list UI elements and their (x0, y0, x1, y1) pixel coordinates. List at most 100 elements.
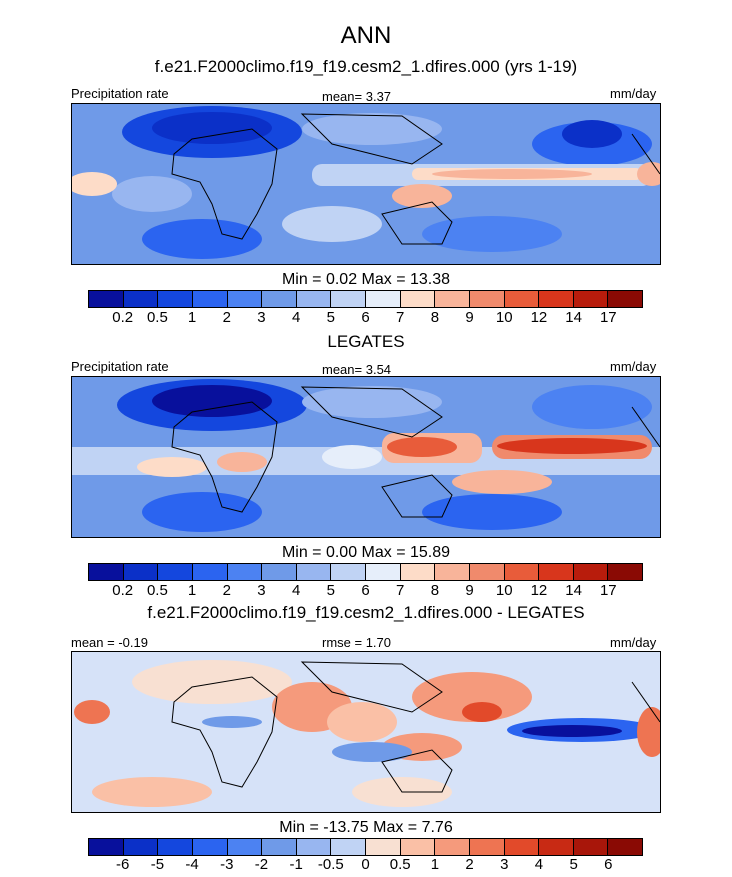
colorbar-swatch (296, 564, 332, 580)
colorbar-swatch (608, 564, 642, 580)
colorbar-tick-label: -3 (220, 856, 234, 873)
panel3-colorbar (88, 838, 643, 856)
panel1-minmax: Min = 0.02 Max = 13.38 (281, 271, 451, 288)
colorbar-tick-label: 3 (257, 582, 266, 599)
colorbar-tick-label: -4 (185, 856, 199, 873)
colorbar-tick-label: 14 (565, 309, 582, 326)
colorbar-swatch (400, 564, 436, 580)
colorbar-swatch (573, 564, 609, 580)
panel2-units-label: mm/day (610, 359, 657, 374)
colorbar-tick-label: 17 (599, 582, 617, 599)
colorbar-swatch (227, 564, 263, 580)
panel2-colorbar-ticks: 0.2 0.5 1 2 3 4 5 6 7 8 9 10 12 14 17 (88, 582, 643, 602)
panel1-colorbar-ticks: 0.2 0.5 1 2 3 4 5 6 7 8 9 10 12 14 17 (88, 309, 643, 329)
panel3-mean-label: mean = -0.19 (71, 635, 148, 650)
colorbar-swatch (262, 564, 297, 580)
colorbar-tick-label: 1 (430, 856, 440, 873)
colorbar-tick-label: 17 (599, 309, 617, 326)
colorbar-tick-label: 3 (257, 309, 266, 326)
colorbar-tick-label: 12 (530, 582, 548, 599)
colorbar-swatch (123, 839, 159, 855)
colorbar-tick-label: 14 (565, 582, 582, 599)
colorbar-swatch (469, 839, 505, 855)
colorbar-swatch (608, 839, 642, 855)
panel2-variable-label: Precipitation rate (71, 359, 169, 374)
colorbar-swatch (504, 291, 540, 307)
colorbar-swatch (504, 564, 540, 580)
panel2-mean-label: mean= 3.54 (322, 362, 392, 377)
colorbar-tick-label: 0.5 (389, 856, 411, 873)
colorbar-tick-label: 0.2 (112, 309, 134, 326)
panel3-units-label: mm/day (610, 635, 657, 650)
colorbar-swatch (331, 839, 366, 855)
colorbar-tick-label: 4 (291, 582, 301, 599)
colorbar-swatch (400, 839, 436, 855)
colorbar-tick-label: 8 (430, 582, 440, 599)
colorbar-swatch (89, 839, 124, 855)
diff-title: f.e21.F2000climo.f19_f19.cesm2_1.dfires.… (147, 603, 585, 622)
colorbar-tick-label: 5 (326, 309, 335, 326)
colorbar-swatch (366, 839, 401, 855)
colorbar-tick-label: 7 (396, 309, 405, 326)
colorbar-tick-label: 3 (500, 856, 509, 873)
colorbar-tick-label: 5 (326, 582, 335, 599)
colorbar-swatch (539, 839, 574, 855)
colorbar-swatch (331, 291, 366, 307)
colorbar-swatch (296, 291, 332, 307)
colorbar-swatch (504, 839, 540, 855)
colorbar-swatch (539, 291, 574, 307)
colorbar-tick-label: 2 (222, 309, 231, 326)
colorbar-tick-label: 6 (361, 582, 370, 599)
colorbar-tick-label: 0.2 (112, 582, 134, 599)
colorbar-tick-label: 9 (465, 582, 474, 599)
colorbar-tick-label: 2 (222, 582, 231, 599)
colorbar-tick-label: 6 (604, 856, 613, 873)
colorbar-swatch (227, 839, 263, 855)
panel1-mean-label: mean= 3.37 (322, 89, 392, 104)
colorbar-swatch (192, 839, 228, 855)
colorbar-tick-label: 7 (396, 582, 405, 599)
colorbar-swatch (262, 839, 297, 855)
colorbar-tick-label: 9 (465, 309, 474, 326)
colorbar-swatch (158, 839, 193, 855)
colorbar-tick-label: 0.5 (146, 582, 168, 599)
colorbar-swatch (469, 564, 505, 580)
colorbar-tick-label: 8 (430, 309, 440, 326)
colorbar-tick-label: 10 (495, 582, 513, 599)
panel3-rmse-label: rmse = 1.70 (322, 635, 392, 650)
panel2-minmax: Min = 0.00 Max = 15.89 (281, 544, 451, 561)
colorbar-swatch (573, 839, 609, 855)
colorbar-tick-label: 2 (465, 856, 474, 873)
figure-title: ANN (340, 22, 392, 49)
colorbar-swatch (227, 291, 263, 307)
panel3-colorbar-ticks: -6 -5 -4 -3 -2 -1 -0.5 0 0.5 1 2 3 4 5 6 (88, 856, 643, 876)
colorbar-tick-label: -1 (289, 856, 303, 873)
panel3-map (71, 651, 661, 813)
colorbar-swatch (296, 839, 332, 855)
colorbar-swatch (400, 291, 436, 307)
colorbar-swatch (435, 839, 470, 855)
colorbar-tick-label: -2 (254, 856, 269, 873)
colorbar-tick-label: 4 (534, 856, 544, 873)
colorbar-tick-label: 5 (569, 856, 578, 873)
colorbar-swatch (123, 564, 159, 580)
colorbar-swatch (608, 291, 642, 307)
panel1-variable-label: Precipitation rate (71, 86, 169, 101)
panel1-map (71, 103, 661, 265)
colorbar-tick-label: -5 (150, 856, 165, 873)
colorbar-swatch (262, 291, 297, 307)
colorbar-swatch (192, 564, 228, 580)
colorbar-tick-label: 1 (187, 582, 197, 599)
case-title: f.e21.F2000climo.f19_f19.cesm2_1.dfires.… (154, 57, 578, 76)
colorbar-tick-label: -0.5 (317, 856, 344, 873)
colorbar-swatch (469, 291, 505, 307)
colorbar-swatch (366, 291, 401, 307)
colorbar-swatch (123, 291, 159, 307)
colorbar-tick-label: 0.5 (146, 309, 168, 326)
colorbar-swatch (192, 291, 228, 307)
colorbar-swatch (539, 564, 574, 580)
colorbar-swatch (89, 564, 124, 580)
panel2-map (71, 376, 661, 538)
colorbar-tick-label: 12 (530, 309, 548, 326)
colorbar-tick-label: 10 (495, 309, 513, 326)
